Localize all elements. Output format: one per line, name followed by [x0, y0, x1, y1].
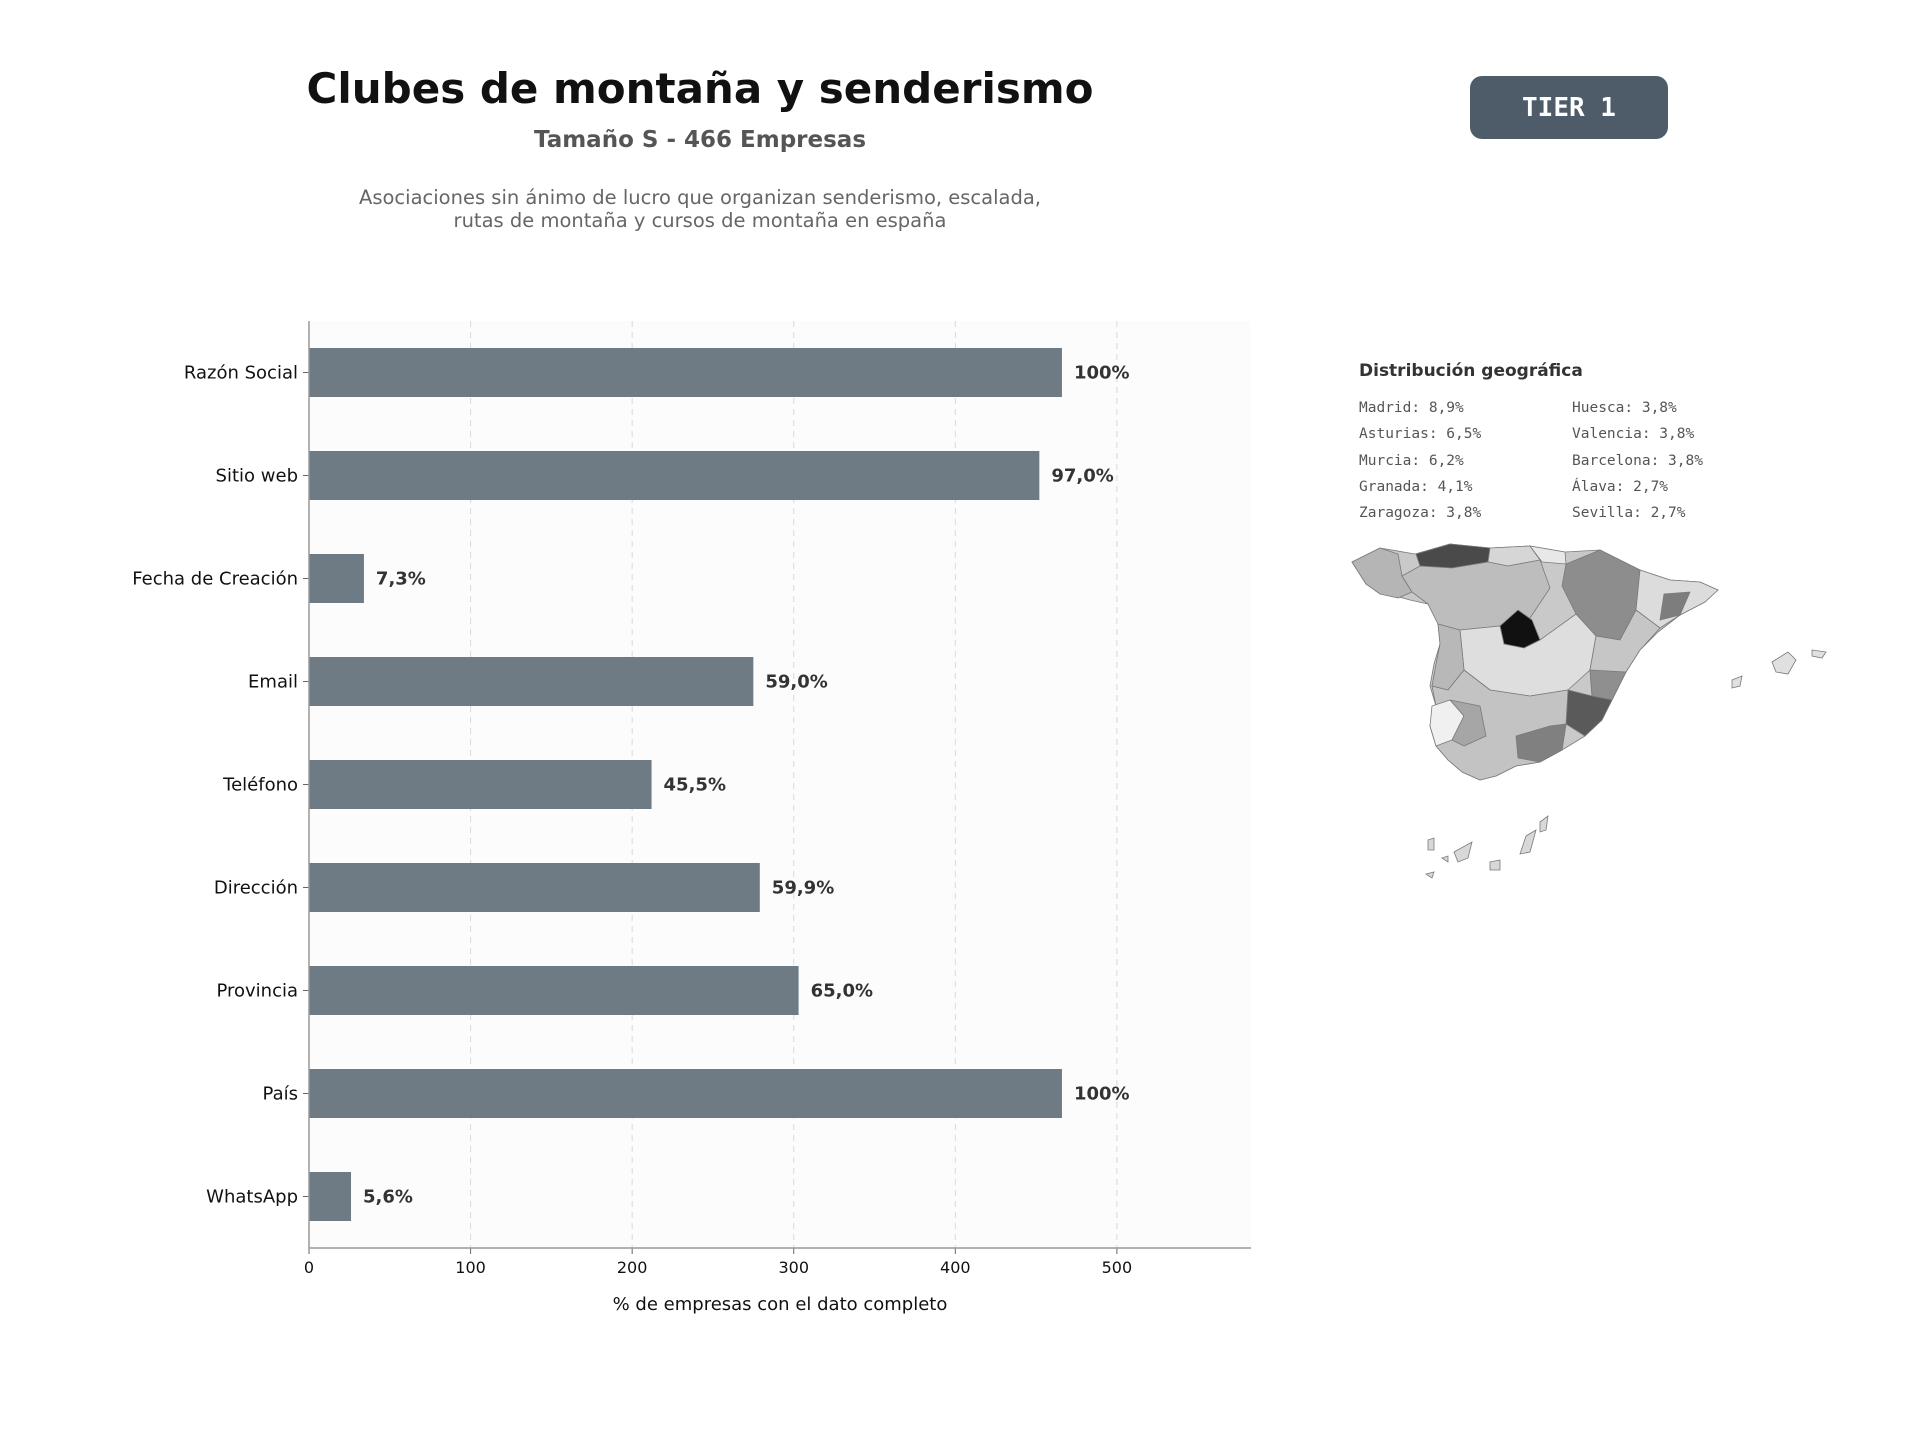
description-line-1: Asociaciones sin ánimo de lucro que orga… [359, 186, 1041, 209]
bar [309, 966, 799, 1015]
y-tick-label: Dirección [214, 878, 298, 899]
map-region-gomera [1441, 855, 1449, 863]
data-label: 59,0% [765, 672, 827, 693]
y-tick-label: WhatsApp [206, 1187, 298, 1208]
geo-item: Valencia: 3,8% [1572, 426, 1695, 443]
map-region-fuerteventura [1519, 829, 1537, 855]
tier-badge: TIER 1 [1470, 76, 1668, 139]
map-region-gran-canaria [1489, 859, 1501, 871]
geo-item: Barcelona: 3,8% [1572, 452, 1703, 469]
bar [309, 348, 1062, 397]
map-region-la-palma [1427, 837, 1435, 851]
geo-item: Álava: 2,7% [1572, 478, 1669, 495]
map-region-ibiza [1731, 675, 1743, 689]
bar [309, 1069, 1062, 1118]
bar [309, 863, 760, 912]
geo-item: Granada: 4,1% [1359, 478, 1473, 495]
y-tick-label: Sitio web [216, 466, 298, 487]
geo-item: Zaragoza: 3,8% [1359, 505, 1482, 522]
chart-description: Asociaciones sin ánimo de lucro que orga… [0, 186, 1400, 232]
x-axis-label: % de empresas con el dato completo [613, 1294, 948, 1315]
map-region-tenerife [1453, 841, 1473, 863]
x-tick-label: 500 [1102, 1258, 1133, 1277]
chart-subtitle: Tamaño S - 466 Empresas [533, 127, 867, 153]
geo-distribution-title: Distribución geográfica [1359, 361, 1583, 381]
chart-title: Clubes de montaña y senderismo [306, 64, 1094, 113]
map-region-hierro [1425, 871, 1435, 879]
geo-item: Sevilla: 2,7% [1572, 505, 1686, 522]
geo-item: Madrid: 8,9% [1359, 400, 1464, 416]
geo-item: Huesca: 3,8% [1572, 400, 1677, 416]
x-tick-label: 200 [617, 1258, 648, 1277]
data-label: 45,5% [664, 775, 726, 796]
bar [309, 657, 754, 706]
map-region-mallorca [1771, 651, 1797, 675]
map-region-sevilla [1449, 699, 1487, 747]
map-region-lanzarote [1539, 815, 1549, 833]
data-label: 100% [1074, 1084, 1130, 1105]
y-tick-label: Provincia [216, 981, 298, 1002]
bar [309, 451, 1040, 500]
geo-item: Murcia: 6,2% [1359, 452, 1464, 469]
description-line-2: rutas de montaña y cursos de montaña en … [453, 209, 947, 232]
map-region-valencia-prov [1589, 669, 1627, 701]
bar [309, 554, 364, 603]
y-tick-label: Razón Social [184, 363, 298, 384]
bar [309, 1172, 352, 1221]
bar [309, 760, 652, 809]
y-tick-label: Fecha de Creación [132, 569, 298, 590]
map-region-granada [1515, 723, 1567, 763]
data-label: 97,0% [1051, 466, 1113, 487]
y-tick-label: Teléfono [222, 775, 298, 796]
data-label: 7,3% [376, 569, 426, 590]
data-label: 59,9% [772, 878, 834, 899]
y-tick-label: País [263, 1084, 298, 1105]
map-region-menorca [1811, 649, 1827, 659]
data-label: 5,6% [363, 1187, 413, 1208]
data-label: 100% [1074, 363, 1130, 384]
data-label: 65,0% [811, 981, 873, 1002]
x-tick-label: 300 [778, 1258, 809, 1277]
x-tick-label: 100 [455, 1258, 486, 1277]
map-region-leon [1401, 559, 1551, 631]
spain-map [1351, 543, 1827, 879]
y-tick-label: Email [248, 672, 298, 693]
geo-item: Asturias: 6,5% [1359, 426, 1482, 443]
map-region-barcelona [1659, 591, 1691, 621]
x-tick-label: 0 [304, 1258, 314, 1277]
x-tick-label: 400 [940, 1258, 971, 1277]
